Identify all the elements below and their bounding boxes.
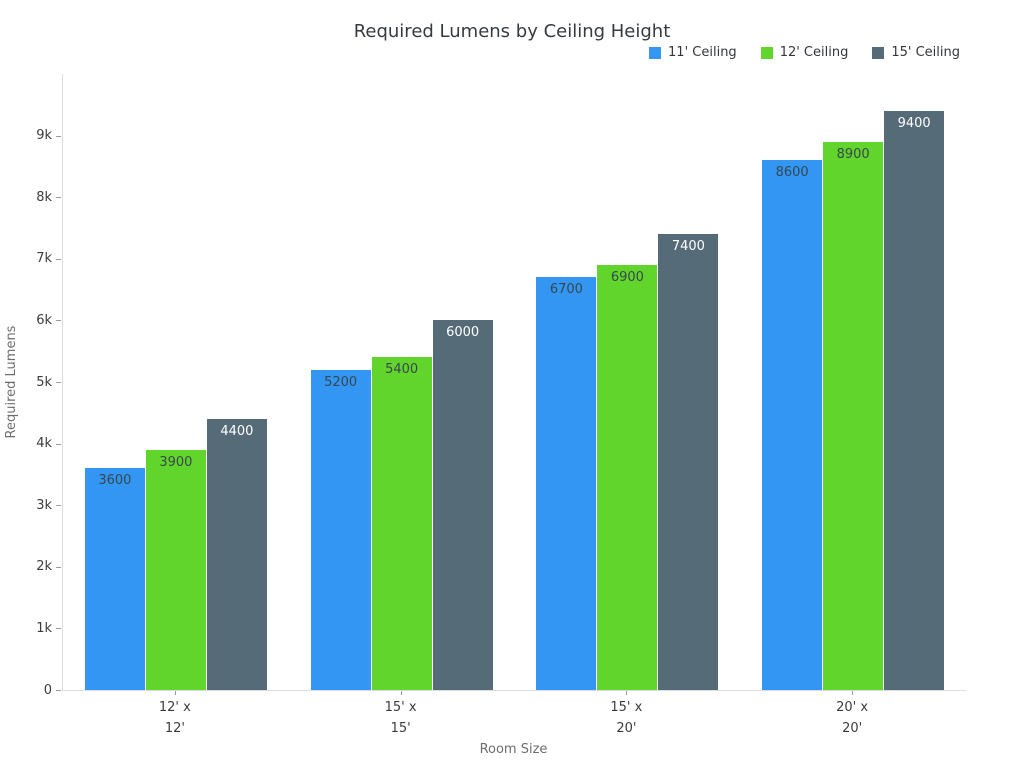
bar-value-label: 8600 bbox=[775, 165, 809, 181]
bar-value-label: 3900 bbox=[159, 454, 193, 470]
x-tick-label: 15' x 15' bbox=[384, 700, 417, 736]
legend-label: 12' Ceiling bbox=[779, 45, 849, 60]
y-tick-mark bbox=[56, 505, 61, 507]
y-tick-mark bbox=[56, 320, 61, 322]
bar[interactable]: 3600 bbox=[84, 468, 145, 690]
legend-label: 15' Ceiling bbox=[891, 45, 960, 60]
legend-swatch-icon bbox=[760, 46, 773, 59]
bar[interactable]: 9400 bbox=[884, 110, 945, 690]
legend-swatch-icon bbox=[649, 46, 662, 59]
y-tick-mark bbox=[56, 443, 61, 445]
y-tick-mark bbox=[56, 382, 61, 383]
x-tick-mark bbox=[626, 691, 628, 695]
legend-item-3[interactable]: 15' Ceiling bbox=[872, 45, 960, 60]
y-tick-mark bbox=[56, 628, 61, 630]
bar[interactable]: 3900 bbox=[145, 449, 206, 690]
x-tick-mark bbox=[174, 691, 176, 695]
bar[interactable]: 5200 bbox=[310, 369, 371, 690]
x-tick-label: 12' x 12' bbox=[158, 700, 191, 736]
bar-value-label: 9400 bbox=[897, 115, 931, 131]
y-tick-label: 4k bbox=[36, 436, 52, 452]
y-tick-label: 2k bbox=[36, 559, 52, 575]
legend-item-2[interactable]: 12' Ceiling bbox=[760, 45, 849, 60]
bar[interactable]: 6000 bbox=[432, 320, 493, 690]
legend-item-1[interactable]: 11' Ceiling bbox=[649, 45, 737, 60]
y-tick-label: 3k bbox=[36, 497, 52, 513]
y-tick-label: 6k bbox=[36, 312, 52, 328]
bar[interactable]: 4400 bbox=[206, 418, 267, 690]
y-tick-label: 9k bbox=[36, 128, 52, 144]
x-axis-title: Room Size bbox=[479, 742, 548, 757]
y-tick-label: 7k bbox=[36, 251, 52, 267]
plot-area: 3600 3900 4400 5200 5400 6000 6700 6900 7400 8600… bbox=[62, 74, 966, 691]
bar-value-label: 7400 bbox=[671, 239, 705, 255]
bar[interactable]: 5400 bbox=[371, 357, 432, 690]
bar-value-label: 6700 bbox=[549, 282, 583, 298]
legend-label: 11' Ceiling bbox=[668, 45, 737, 60]
bar-value-label: 6900 bbox=[610, 269, 644, 285]
bar-value-label: 8900 bbox=[836, 146, 870, 162]
x-tick-mark bbox=[852, 691, 854, 695]
y-tick-label: 0 bbox=[43, 682, 52, 698]
y-tick-label: 5k bbox=[36, 374, 52, 390]
y-tick-mark bbox=[56, 135, 61, 137]
bar[interactable]: 6700 bbox=[536, 277, 597, 690]
bar-value-label: 5400 bbox=[385, 362, 419, 378]
bar-value-label: 5200 bbox=[324, 374, 358, 390]
legend-swatch-icon bbox=[872, 46, 885, 59]
legend: 11' Ceiling 12' Ceiling 15' Ceiling bbox=[649, 45, 960, 60]
x-tick-mark bbox=[400, 691, 402, 695]
y-tick-label: 1k bbox=[36, 620, 52, 636]
bar[interactable]: 6900 bbox=[597, 264, 658, 690]
bar-value-label: 3600 bbox=[98, 473, 132, 489]
bar-value-label: 6000 bbox=[446, 325, 480, 341]
y-tick-mark bbox=[56, 197, 61, 199]
y-tick-mark bbox=[56, 258, 61, 260]
bar[interactable]: 8600 bbox=[762, 160, 823, 690]
x-tick-label: 15' x 20' bbox=[610, 700, 643, 736]
chart-title: Required Lumens by Ceiling Height bbox=[353, 21, 671, 42]
y-tick-mark bbox=[56, 690, 61, 691]
bar[interactable]: 7400 bbox=[658, 234, 719, 690]
y-tick-mark bbox=[56, 566, 61, 568]
x-tick-label: 20' x 20' bbox=[836, 700, 869, 736]
bar[interactable]: 8900 bbox=[823, 141, 884, 690]
bar-value-label: 4400 bbox=[220, 423, 254, 439]
y-tick-label: 8k bbox=[36, 189, 52, 205]
